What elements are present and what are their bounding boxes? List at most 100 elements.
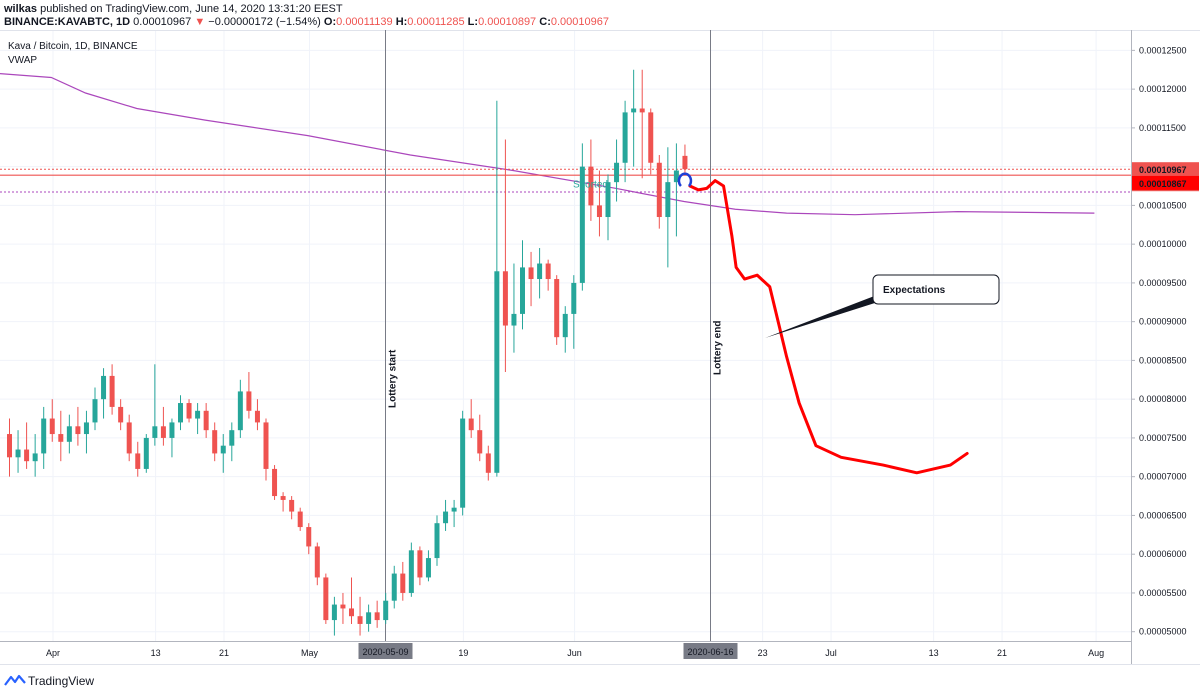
candle-body [314,546,320,578]
candle-body [614,162,620,183]
candle-body [49,418,55,435]
candle-body [520,267,525,314]
price-chart[interactable]: Lottery start 2020-05-09 Lottery end 2020-0… [0,30,1200,664]
candle-body [15,449,21,458]
y-tick-label: 0.00005000 [1139,627,1187,637]
x-tick-label: 23 [758,648,768,658]
candle-body [143,437,149,469]
candle-body [186,403,192,419]
high-value: 0.00011285 [407,16,465,28]
x-tick-label: Jul [825,648,837,658]
vertical-line-label: Lottery start [388,349,399,408]
cursor-marker-icon [677,172,693,187]
open-value: 0.00011139 [336,16,393,28]
cursor-price-badge [1132,175,1199,190]
candle-body [417,550,423,578]
candle-body [83,422,89,435]
expectation-drawing: Shorted Expectations [573,172,1000,475]
candle-body [41,418,47,454]
x-tick-label: 13 [929,648,939,658]
y-tick-label: 0.00012000 [1139,84,1187,94]
candles [7,69,688,636]
candle-body [477,430,483,454]
candle-body [220,445,226,454]
legend-title: Kava / Bitcoin, 1D, BINANCE [8,41,138,52]
close-value: 0.00010967 [550,16,609,28]
candle-body [631,108,637,113]
candle-body [562,313,568,338]
x-tick-label: Apr [46,648,60,658]
vertical-line-label: Lottery end [713,321,724,375]
candle-body [468,418,474,431]
candle-body [263,422,269,469]
y-tick-label: 0.00010500 [1139,200,1187,210]
tradingview-logo-icon [4,674,26,686]
y-tick-label: 0.00008500 [1139,355,1187,365]
candle-body [528,267,534,280]
y-tick-label: 0.00007500 [1139,433,1187,443]
horizontal-lines [0,168,1131,193]
footer-brand: TradingView [28,674,95,688]
expectation-curve [688,179,969,475]
publish-info: wilkas published on TradingView.com, Jun… [4,3,343,15]
x-tick-label: May [301,648,319,658]
candle-body [75,426,81,435]
footer: TradingView [0,664,1200,695]
last-price: 0.00010967 [133,16,192,28]
x-tick-label: 13 [151,648,161,658]
candle-body [24,449,30,462]
change-down-icon: ▼ [194,16,206,28]
x-tick-label: Jun [567,648,582,658]
date-badge-text: 2020-05-09 [362,647,408,657]
callout-pointer [765,295,878,338]
candle-body [400,573,406,593]
open-label: O: [323,16,337,28]
price-axis: 0.000125000.000120000.000115000.00011000… [1131,45,1187,637]
symbol-quote-line: BINANCE:KAVABTC, 1D 0.00010967 ▼ −0.0000… [4,16,609,28]
date-badge-text: 2020-06-16 [687,647,733,657]
candle-body [297,511,303,528]
candle-body [272,468,278,497]
gridlines [0,30,1131,641]
x-tick-label: 21 [219,648,229,658]
vwap-line [0,73,1095,216]
y-tick-label: 0.00009000 [1139,317,1187,327]
candle-body [7,434,12,458]
shorted-label: Shorted [573,180,608,191]
candle-body [289,499,295,512]
x-tick-label: 21 [997,648,1007,658]
candle-body [349,608,354,617]
candle-body [443,511,449,524]
y-tick-label: 0.00009500 [1139,278,1187,288]
candle-body [126,422,132,454]
candle-body [554,279,560,338]
y-tick-label: 0.00011500 [1139,123,1186,133]
y-tick-label: 0.00010000 [1139,239,1187,249]
candle-body [605,182,611,218]
candle-body [135,453,141,469]
vwap-series [0,73,1095,216]
candle-body [160,426,166,438]
last-price-badge [1132,162,1199,177]
low-value: 0.00010897 [478,16,537,28]
candle-body [357,616,363,624]
candle-body [374,612,380,621]
candle-body [537,263,543,280]
candle-body [622,112,628,163]
candle-body [229,430,235,446]
last-price-badge-text: 0.00010967 [1139,165,1187,175]
candle-body [408,550,414,593]
candle-body [682,155,688,170]
candle-body [511,313,517,326]
candle-body [673,170,679,183]
candle-body [391,573,397,601]
close-label: C: [539,16,551,28]
candle-body [545,263,551,280]
candle-body [306,527,312,547]
candle-body [588,166,594,206]
candle-body [425,558,431,578]
y-tick-label: 0.00007000 [1139,472,1187,482]
candle-body [656,162,662,218]
candle-body [237,391,243,431]
candle-body [485,453,491,473]
